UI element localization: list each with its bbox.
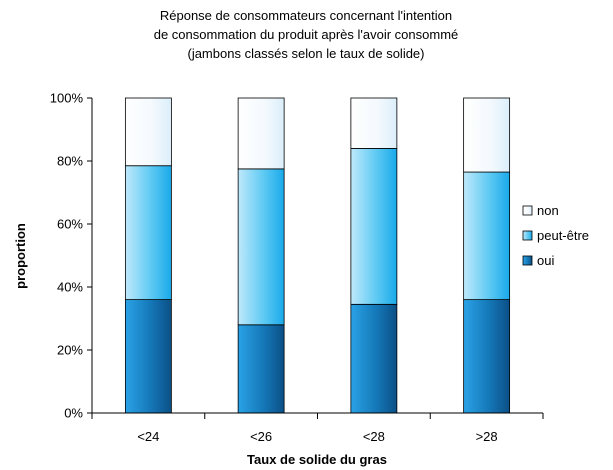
legend-swatch-oui	[522, 255, 533, 266]
x-tick-label: <24	[137, 429, 159, 444]
bar-non-4	[463, 97, 511, 173]
bar-oui-2	[237, 324, 285, 414]
bar-non-1	[124, 97, 172, 167]
y-tick-label: 100%	[50, 91, 84, 106]
bars-layer	[124, 97, 511, 414]
x-tick-label: <28	[363, 429, 385, 444]
chart-title: Réponse de consommateurs concernant l'in…	[154, 8, 459, 61]
legend-label-peut-etre: peut-être	[537, 228, 589, 243]
bar-non-2	[237, 97, 285, 170]
chart-title-line-3: (jambons classés selon le taux de solide…	[187, 46, 424, 61]
legend-label-non: non	[537, 203, 559, 218]
legend-label-oui: oui	[537, 253, 554, 268]
x-tick-label: <26	[250, 429, 272, 444]
legend: non peut-être oui	[522, 203, 589, 268]
legend-swatch-non	[522, 205, 533, 216]
y-tick-label: 0%	[64, 406, 83, 421]
bar-peut-etre-4	[463, 171, 511, 301]
x-tick-label: >28	[476, 429, 498, 444]
bar-oui-3	[350, 303, 398, 414]
y-axis-title: proportion	[13, 223, 28, 289]
bar-peut-etre-1	[124, 165, 172, 301]
chart-title-line-2: de consommation du produit après l'avoir…	[154, 27, 459, 42]
legend-swatch-peut-etre	[522, 230, 533, 241]
bar-oui-4	[463, 299, 511, 414]
chart-title-line-1: Réponse de consommateurs concernant l'in…	[160, 8, 452, 23]
bar-non-3	[350, 97, 398, 149]
y-tick-label: 20%	[57, 343, 83, 358]
bar-oui-1	[124, 299, 172, 414]
bar-peut-etre-3	[350, 147, 398, 305]
y-tick-label: 80%	[57, 154, 83, 169]
axes-layer: 0% 20% 40% 60% 80% 100% <24 <26 <28 >28	[50, 91, 544, 444]
bar-peut-etre-2	[237, 168, 285, 326]
y-tick-label: 40%	[57, 280, 83, 295]
y-tick-label: 60%	[57, 217, 83, 232]
x-axis-title: Taux de solide du gras	[247, 452, 387, 467]
